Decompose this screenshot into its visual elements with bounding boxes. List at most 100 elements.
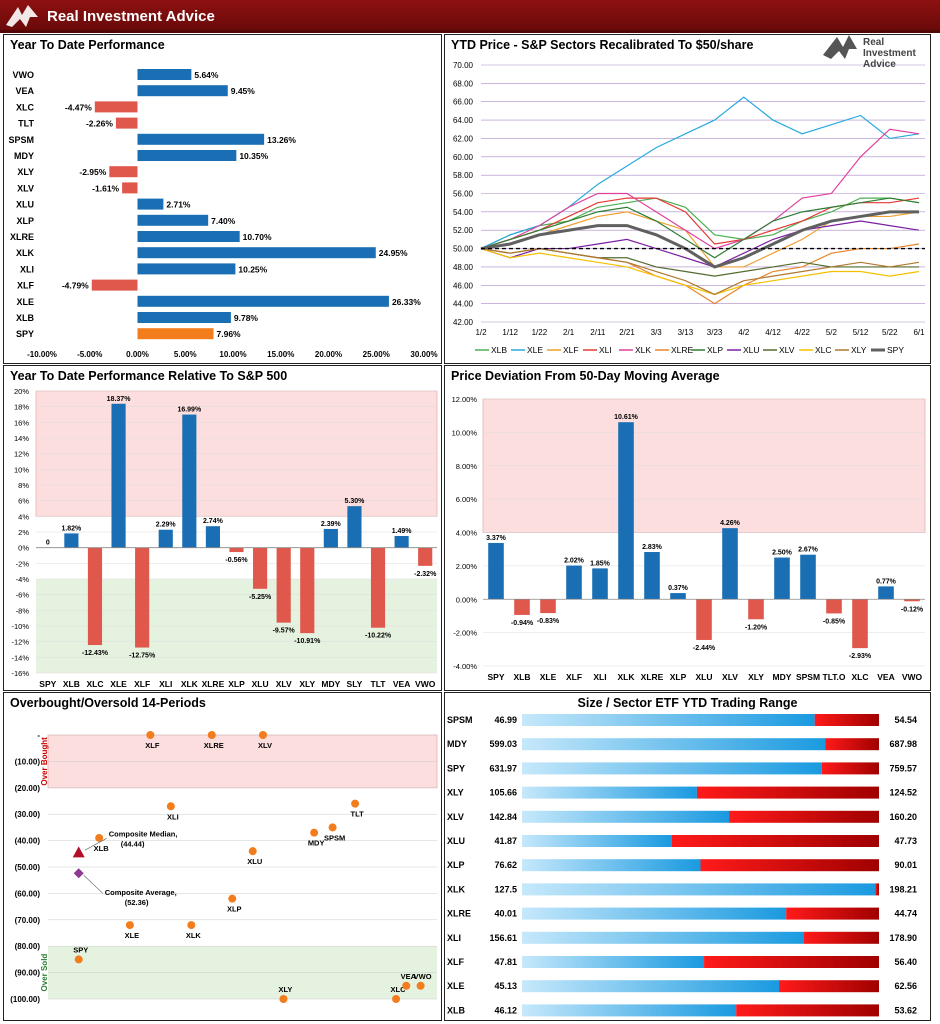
- point-label: XLRE: [204, 741, 224, 750]
- point-label: VEA: [401, 972, 417, 981]
- category-label: XLK: [16, 248, 35, 258]
- median-label: Composite Median,: [109, 829, 178, 838]
- sector-price-chart: 70.00 68.00 66.00 64.00 62.00 60.00 58.00 56.00…: [453, 35, 925, 355]
- category-label: VWO: [13, 70, 35, 80]
- tick-label: (100.00): [10, 995, 40, 1004]
- tick-label: 25.00%: [363, 350, 390, 359]
- bar: [91, 279, 138, 291]
- panel-title: Year To Date Performance Relative To S&P…: [10, 369, 288, 383]
- bar: [300, 547, 315, 634]
- tick-label: 5/22: [882, 328, 898, 337]
- range-above-bar: [736, 1004, 879, 1017]
- data-label: 2.39%: [321, 521, 342, 528]
- range-below-bar: [522, 1004, 737, 1017]
- data-label: 9.78%: [234, 313, 259, 323]
- category-label: XLV: [17, 183, 34, 193]
- point-label: XLB: [94, 844, 110, 853]
- band-label: Over Sold: [40, 954, 49, 992]
- ytd-performance-chart: VWO 5.64% VEA 9.45% XLC -4.47% TLT -2.26% SPSM 13…: [8, 69, 438, 359]
- tick-label: -4%: [16, 575, 30, 584]
- tick-label: 0.00%: [126, 350, 149, 359]
- range-above-bar: [821, 762, 879, 775]
- data-label: -1.20%: [745, 624, 768, 631]
- data-label: 10.61%: [614, 414, 639, 421]
- bar: [774, 557, 790, 600]
- bar: [488, 543, 504, 600]
- category-label: SPY: [16, 329, 34, 339]
- tick-label: 3/3: [651, 328, 663, 337]
- row-low: 46.99: [494, 715, 517, 725]
- tick-label: 2/21: [619, 328, 635, 337]
- row-high: 44.74: [894, 909, 917, 919]
- data-label: 24.95%: [379, 248, 408, 258]
- data-label: 2.67%: [798, 547, 819, 554]
- row-high: 178.90: [889, 933, 917, 943]
- category-label: XLI: [20, 264, 34, 274]
- bar: [592, 568, 608, 600]
- bar: [135, 547, 150, 648]
- data-label: -1.61%: [92, 183, 119, 193]
- callout-line: [84, 838, 107, 851]
- legend-label: XLRE: [671, 345, 694, 355]
- row-name: MDY: [447, 739, 467, 749]
- header-banner: Real Investment Advice: [0, 0, 940, 33]
- tick-label: (10.00): [15, 757, 41, 766]
- category-label: SPSM: [796, 672, 820, 682]
- data-label: -10.91%: [294, 638, 321, 645]
- category-label: SLY: [347, 679, 363, 689]
- range-below-bar: [522, 786, 697, 799]
- category-label: VEA: [15, 86, 34, 96]
- data-label: 2.02%: [564, 558, 585, 565]
- tick-label: 30.00%: [410, 350, 437, 359]
- data-label: 0.37%: [668, 585, 689, 592]
- data-label: 26.33%: [392, 297, 421, 307]
- bar: [137, 312, 231, 323]
- category-label: MDY: [14, 151, 34, 161]
- tick-label: (90.00): [15, 969, 41, 978]
- tick-label: 6.00%: [456, 495, 478, 504]
- row-low: 40.01: [494, 909, 517, 919]
- row-name: XLV: [447, 812, 464, 822]
- tick-label: 4/22: [794, 328, 810, 337]
- data-point: [74, 955, 83, 964]
- data-point: [95, 833, 104, 842]
- data-point: [416, 981, 425, 990]
- tick-label: 4/12: [765, 328, 781, 337]
- tick-label: 6%: [18, 497, 29, 506]
- average-value: (52.36): [125, 898, 149, 907]
- range-below-bar: [522, 931, 805, 944]
- category-label: SPY: [39, 679, 56, 689]
- category-label: TLT.O: [823, 672, 846, 682]
- data-label: -5.25%: [249, 594, 272, 601]
- ytd-performance-panel: Year To Date Performance VWO 5.64% VEA 9.45…: [3, 34, 442, 364]
- panel-title: YTD Price - S&P Sectors Recalibrated To …: [451, 38, 754, 52]
- legend-label: XLF: [563, 345, 579, 355]
- row-low: 46.12: [494, 1005, 517, 1015]
- data-label: -2.93%: [849, 653, 872, 660]
- bar: [137, 85, 228, 97]
- point-label: XLU: [247, 857, 262, 866]
- range-above-bar: [804, 931, 879, 944]
- data-label: 7.96%: [217, 329, 242, 339]
- tick-label: 10.00%: [219, 350, 246, 359]
- row-high: 160.20: [889, 812, 917, 822]
- range-below-bar: [522, 714, 815, 726]
- row-name: XLK: [447, 884, 466, 894]
- data-label: -12.43%: [82, 650, 109, 657]
- range-above-bar: [779, 980, 879, 993]
- point-label: XLI: [167, 812, 179, 821]
- data-label: -0.83%: [537, 618, 560, 625]
- legend-label: XLK: [635, 345, 651, 355]
- bar: [347, 506, 362, 548]
- tick-label: (30.00): [15, 810, 41, 819]
- data-label: 13.26%: [267, 135, 296, 145]
- category-label: SPSM: [8, 135, 34, 145]
- category-label: XLU: [696, 672, 713, 682]
- legend-label: XLP: [707, 345, 723, 355]
- eagle-logo-icon: [6, 5, 38, 27]
- tick-label: 70.00: [453, 61, 474, 70]
- tick-label: 8%: [18, 481, 29, 490]
- range-above-bar: [704, 956, 879, 968]
- series-line: [480, 128, 920, 250]
- row-low: 47.81: [494, 957, 517, 967]
